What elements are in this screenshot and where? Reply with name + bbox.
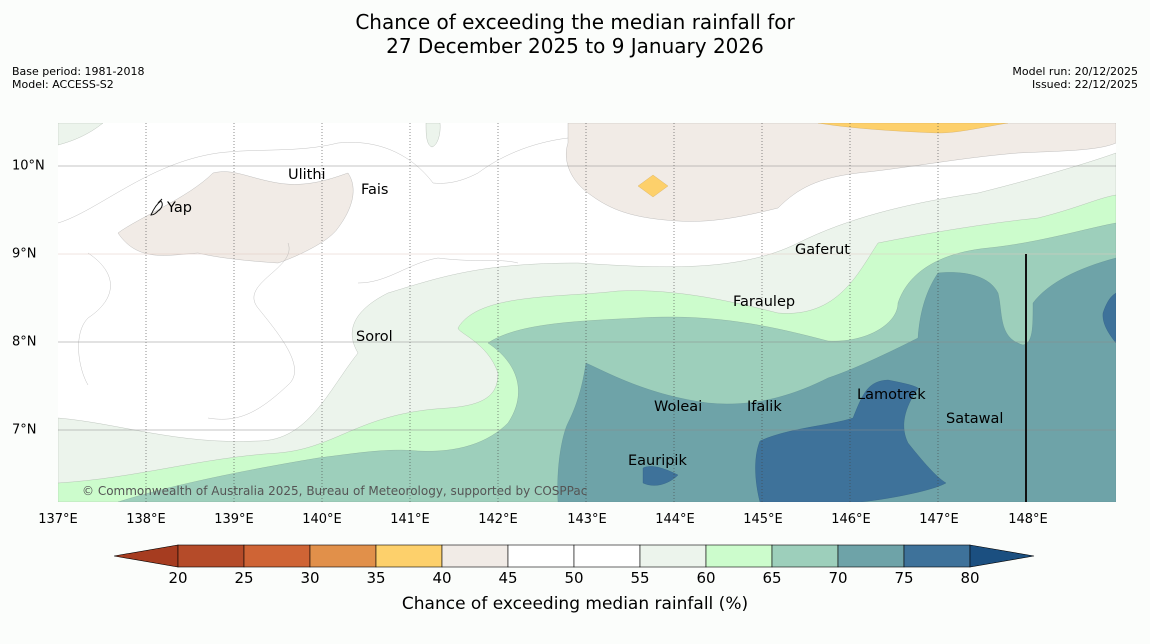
colorbar-tick-label: 70 — [828, 569, 848, 587]
lon-label: 141°E — [390, 512, 430, 527]
band-75-80-small — [642, 466, 679, 486]
place-woleai: Woleai — [654, 399, 703, 415]
colorbar-tick-label: 20 — [168, 569, 188, 587]
copyright-notice: © Commonwealth of Australia 2025, Bureau… — [82, 484, 588, 498]
lat-label: 7°N — [12, 422, 37, 438]
band-40-45-top — [566, 123, 1116, 222]
colorbar-tick-label: 55 — [630, 569, 650, 587]
place-sorol: Sorol — [356, 329, 393, 345]
lon-label: 146°E — [831, 512, 871, 527]
lat-grid-lines — [58, 165, 1116, 431]
place-ifalik: Ifalik — [747, 399, 782, 415]
colorbar-segment — [771, 544, 839, 568]
place-eauripik: Eauripik — [628, 453, 687, 469]
issued-text: Issued: 22/12/2025 — [1031, 78, 1138, 91]
band-40-45-left — [117, 171, 354, 264]
colorbar-segment — [705, 544, 773, 568]
band-55-60-small — [425, 123, 441, 148]
place-satawal: Satawal — [946, 411, 1004, 427]
colorbar-extend-low — [114, 544, 179, 568]
colorbar-tick-label: 35 — [366, 569, 386, 587]
colorbar-segment — [441, 544, 509, 568]
colorbar-tick-label: 65 — [762, 569, 782, 587]
colorbar-extend-high — [969, 544, 1035, 568]
base-period-text: Base period: 1981-2018 — [12, 65, 145, 78]
colorbar-tick-label: 25 — [234, 569, 254, 587]
rainfall-map[interactable] — [58, 123, 1116, 502]
page-title-line2: 27 December 2025 to 9 January 2026 — [386, 34, 764, 58]
place-ulithi: Ulithi — [288, 167, 326, 183]
place-fais: Fais — [361, 182, 389, 198]
lon-label: 145°E — [743, 512, 783, 527]
lon-label: 148°E — [1008, 512, 1048, 527]
colorbar-segment — [243, 544, 311, 568]
colorbar-tick-label: 45 — [498, 569, 518, 587]
lat-label: 8°N — [12, 334, 37, 350]
page-title-line1: Chance of exceeding the median rainfall … — [355, 10, 795, 34]
colorbar-segment — [837, 544, 905, 568]
colorbar-segment — [177, 544, 245, 568]
model-run-text: Model run: 20/12/2025 — [1012, 65, 1138, 78]
band-55-60-topleft — [58, 123, 104, 146]
colorbar-segment — [507, 544, 575, 568]
lon-label: 142°E — [478, 512, 518, 527]
colorbar-label: Chance of exceeding median rainfall (%) — [401, 594, 749, 614]
lon-label: 138°E — [126, 512, 166, 527]
colorbar — [114, 544, 1035, 568]
model-text: Model: ACCESS-S2 — [12, 78, 114, 91]
band-70-75 — [557, 257, 1116, 502]
lon-label: 144°E — [655, 512, 695, 527]
grid-lines — [145, 123, 939, 502]
colorbar-segment — [573, 544, 641, 568]
yap-island-outline — [150, 198, 163, 216]
colorbar-tick-label: 40 — [432, 569, 452, 587]
band-75-80-right — [1102, 292, 1116, 344]
colorbar-tick-label: 60 — [696, 569, 716, 587]
place-yap: Yap — [167, 200, 192, 216]
lon-label: 137°E — [38, 512, 78, 527]
colorbar-tick-label: 30 — [300, 569, 320, 587]
lon-label: 143°E — [567, 512, 607, 527]
lon-label: 147°E — [919, 512, 959, 527]
colorbar-tick-label: 75 — [894, 569, 914, 587]
lon-label: 140°E — [302, 512, 342, 527]
band-35-40-diamond — [637, 174, 669, 198]
colorbar-tick-label: 80 — [960, 569, 980, 587]
place-faraulep: Faraulep — [733, 294, 796, 310]
lat-label: 9°N — [12, 246, 37, 262]
lat-label: 10°N — [12, 158, 45, 174]
colorbar-segment — [375, 544, 443, 568]
band-75-80 — [755, 379, 947, 502]
lon-label: 139°E — [214, 512, 254, 527]
colorbar-segment — [309, 544, 377, 568]
colorbar-segment — [903, 544, 971, 568]
colorbar-segment — [639, 544, 707, 568]
place-gaferut: Gaferut — [795, 242, 850, 258]
colorbar-tick-label: 50 — [564, 569, 584, 587]
place-lamotrek: Lamotrek — [857, 387, 926, 403]
